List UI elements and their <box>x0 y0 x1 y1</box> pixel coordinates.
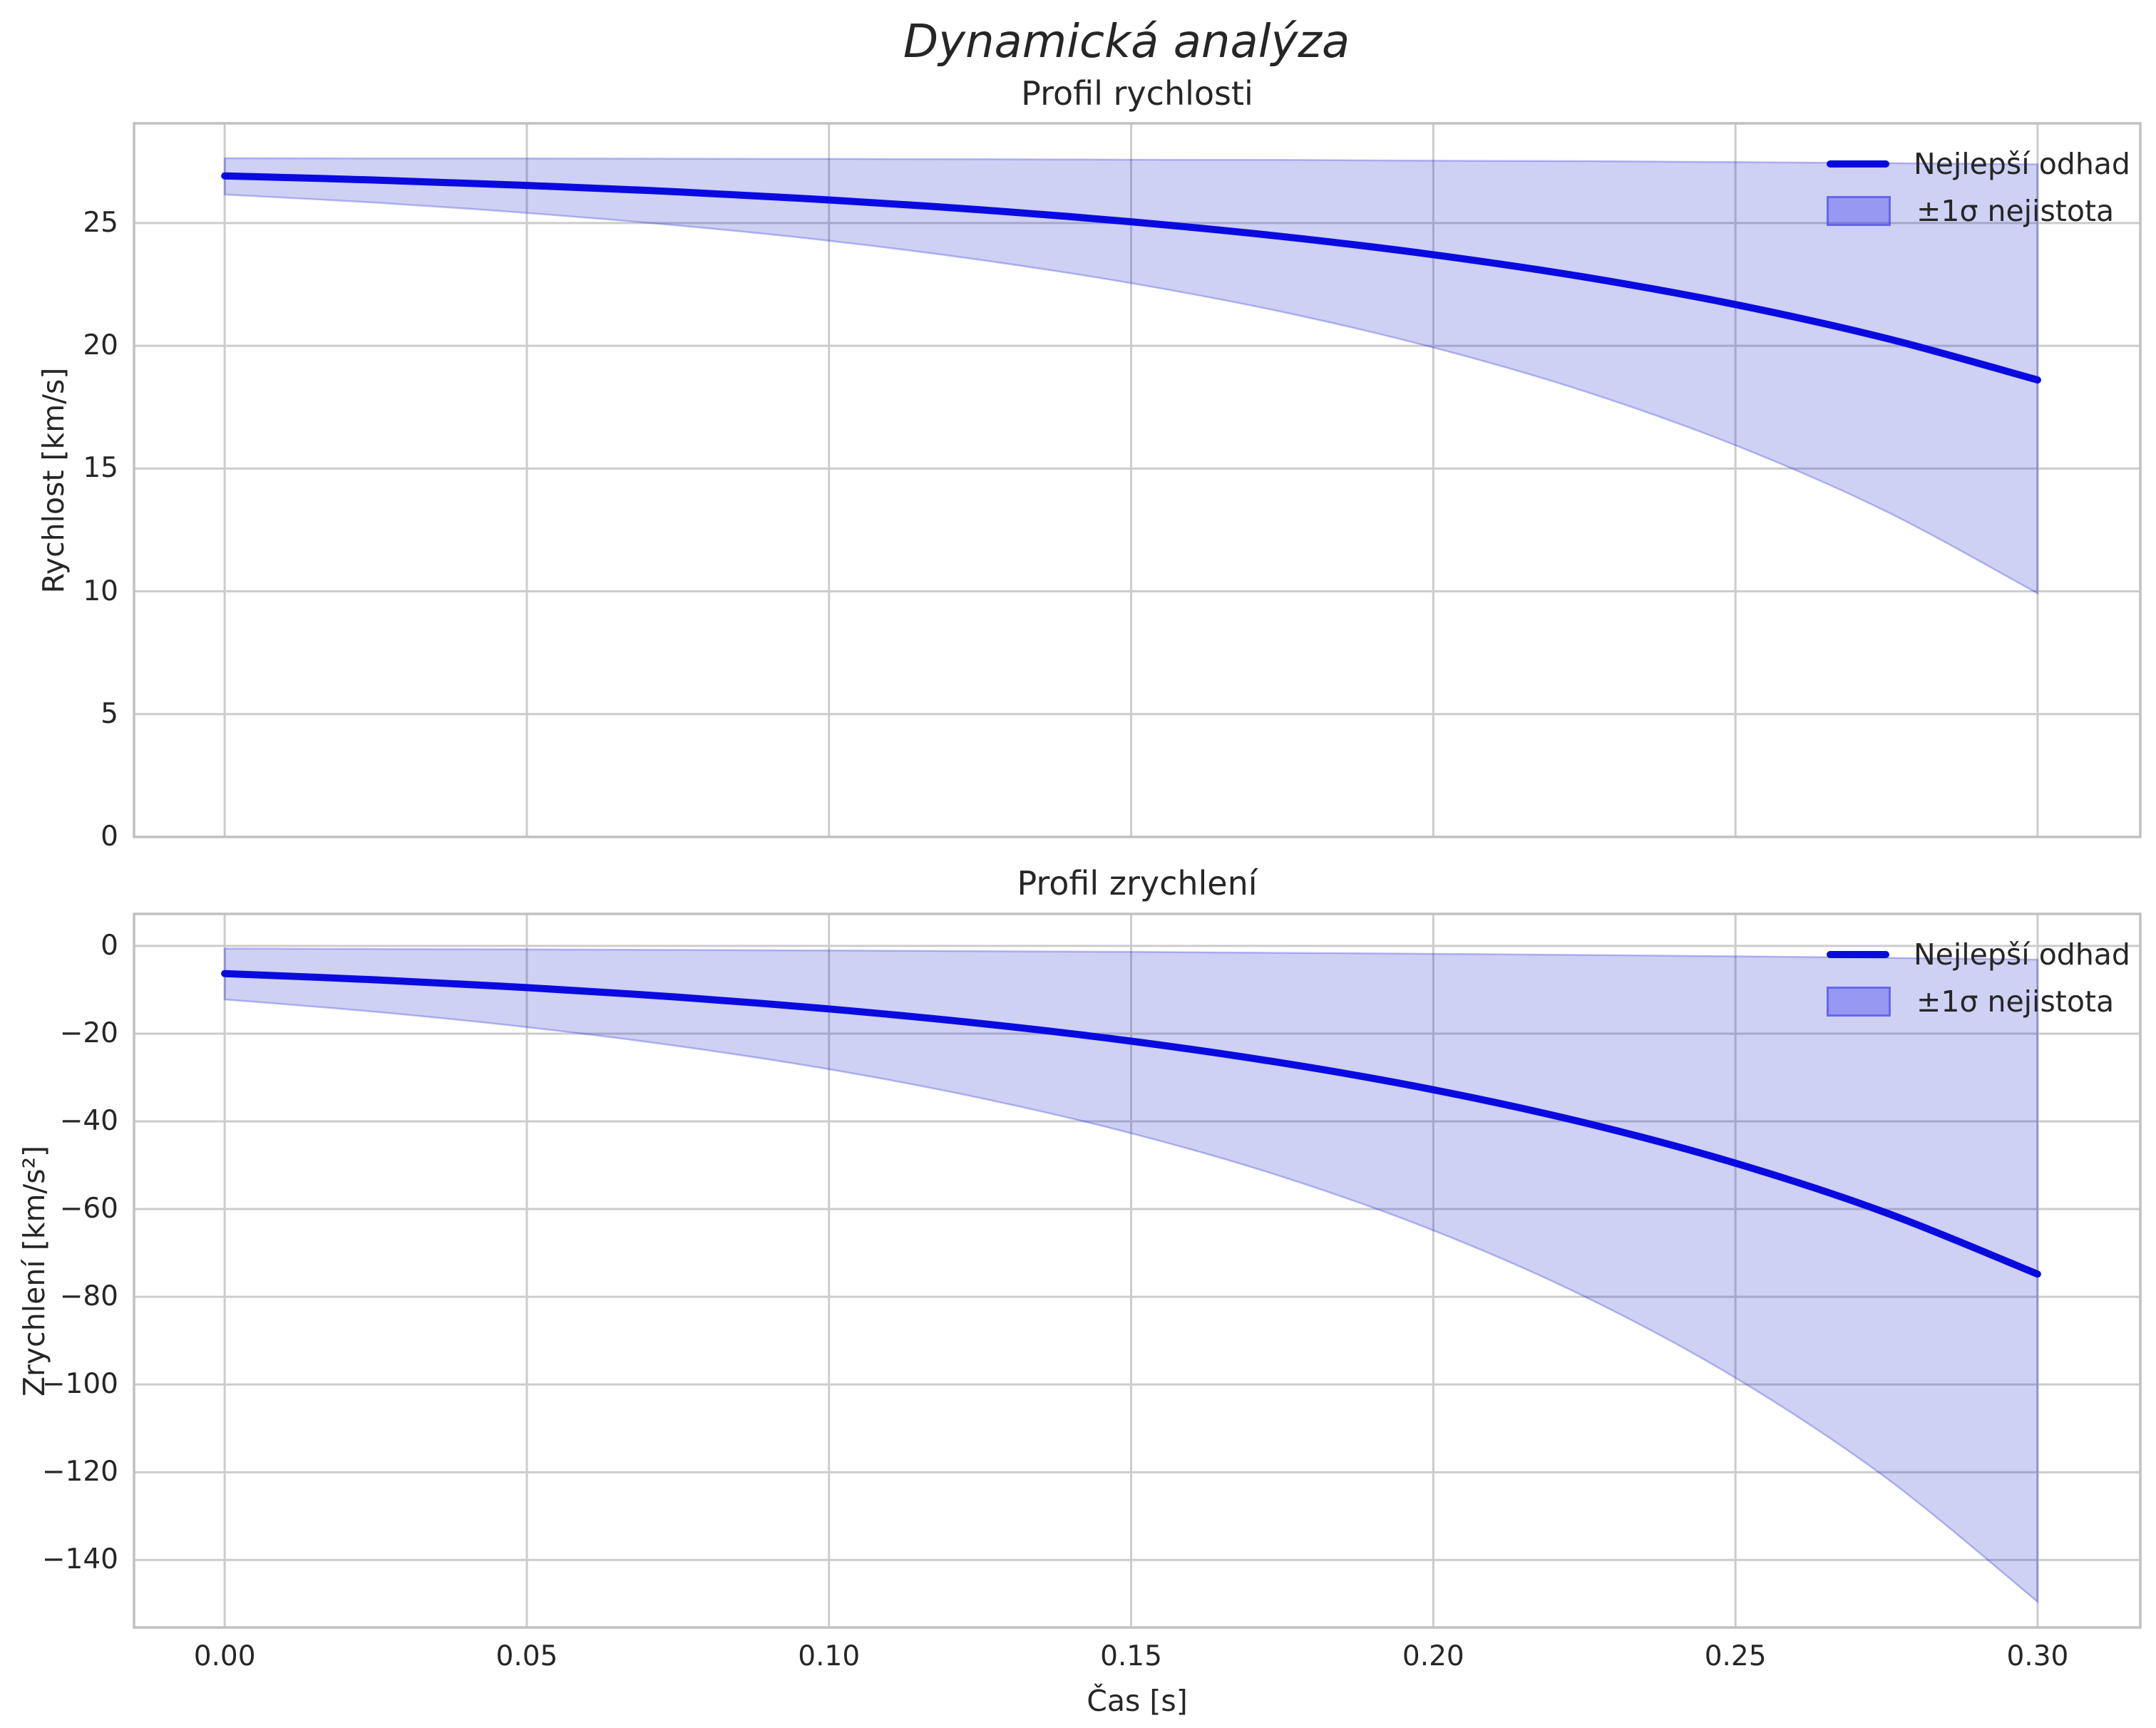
y-tick-label: −140 <box>41 1543 118 1576</box>
uncertainty-band-area <box>223 947 2039 1604</box>
plot-border <box>133 122 2142 838</box>
legend-label: Nejlepší odhad <box>1914 937 2130 972</box>
legend-item-uncertainty: ±1σ nejistota <box>1827 191 2133 231</box>
legend-item-best-estimate: Nejlepší odhad <box>1827 935 2133 974</box>
legend-label: ±1σ nejistota <box>1916 984 2115 1019</box>
legend-label: Nejlepší odhad <box>1914 147 2130 181</box>
uncertainty-band-swatch <box>1827 987 1891 1017</box>
legend-velocity: Nejlepší odhad ±1σ nejistota <box>1827 144 2133 231</box>
figure-title: Dynamická analýza <box>903 16 1350 68</box>
y-tick-label: 25 <box>83 206 118 239</box>
best-estimate-line <box>221 970 2041 1278</box>
uncertainty-band-swatch <box>1827 196 1891 226</box>
acceleration-plot-svg <box>133 912 2142 1629</box>
plot-border <box>133 912 2142 1629</box>
legend-item-best-estimate: Nejlepší odhad <box>1827 144 2133 184</box>
y-tick-label: −40 <box>59 1105 118 1137</box>
y-tick-label: 15 <box>83 452 118 485</box>
x-tick-label: 0.05 <box>496 1640 558 1672</box>
chart-title-velocity: Profil rychlosti <box>1021 74 1253 113</box>
x-tick-label: 0.00 <box>193 1640 256 1672</box>
y-tick-label: 0 <box>101 821 118 853</box>
legend-item-uncertainty: ±1σ nejistota <box>1827 982 2133 1022</box>
y-tick-label: −100 <box>41 1368 118 1401</box>
chart-title-acceleration: Profil zrychlení <box>1017 864 1258 902</box>
y-tick-label: 10 <box>83 575 118 607</box>
x-tick-label: 0.15 <box>1100 1640 1162 1672</box>
y-tick-label: −60 <box>59 1193 118 1225</box>
best-estimate-line <box>221 172 2041 384</box>
uncertainty-band-area <box>223 157 2039 595</box>
legend-acceleration: Nejlepší odhad ±1σ nejistota <box>1827 935 2133 1022</box>
y-tick-label: −20 <box>59 1017 118 1049</box>
x-tick-label: 0.10 <box>798 1640 861 1672</box>
y-tick-label: −80 <box>59 1280 118 1313</box>
velocity-plot-svg <box>133 122 2142 838</box>
y-tick-label: 0 <box>101 929 118 962</box>
y-tick-label: 20 <box>83 329 118 362</box>
x-axis-label: Čas [s] <box>1087 1684 1188 1718</box>
x-tick-label: 0.30 <box>2006 1640 2069 1672</box>
x-tick-label: 0.20 <box>1402 1640 1464 1672</box>
best-estimate-line-swatch <box>1827 951 1889 958</box>
legend-label: ±1σ nejistota <box>1916 194 2115 228</box>
y-tick-label: 5 <box>101 697 118 730</box>
y-tick-label: −120 <box>41 1456 118 1488</box>
x-tick-label: 0.25 <box>1704 1640 1767 1672</box>
best-estimate-line-swatch <box>1827 160 1889 168</box>
